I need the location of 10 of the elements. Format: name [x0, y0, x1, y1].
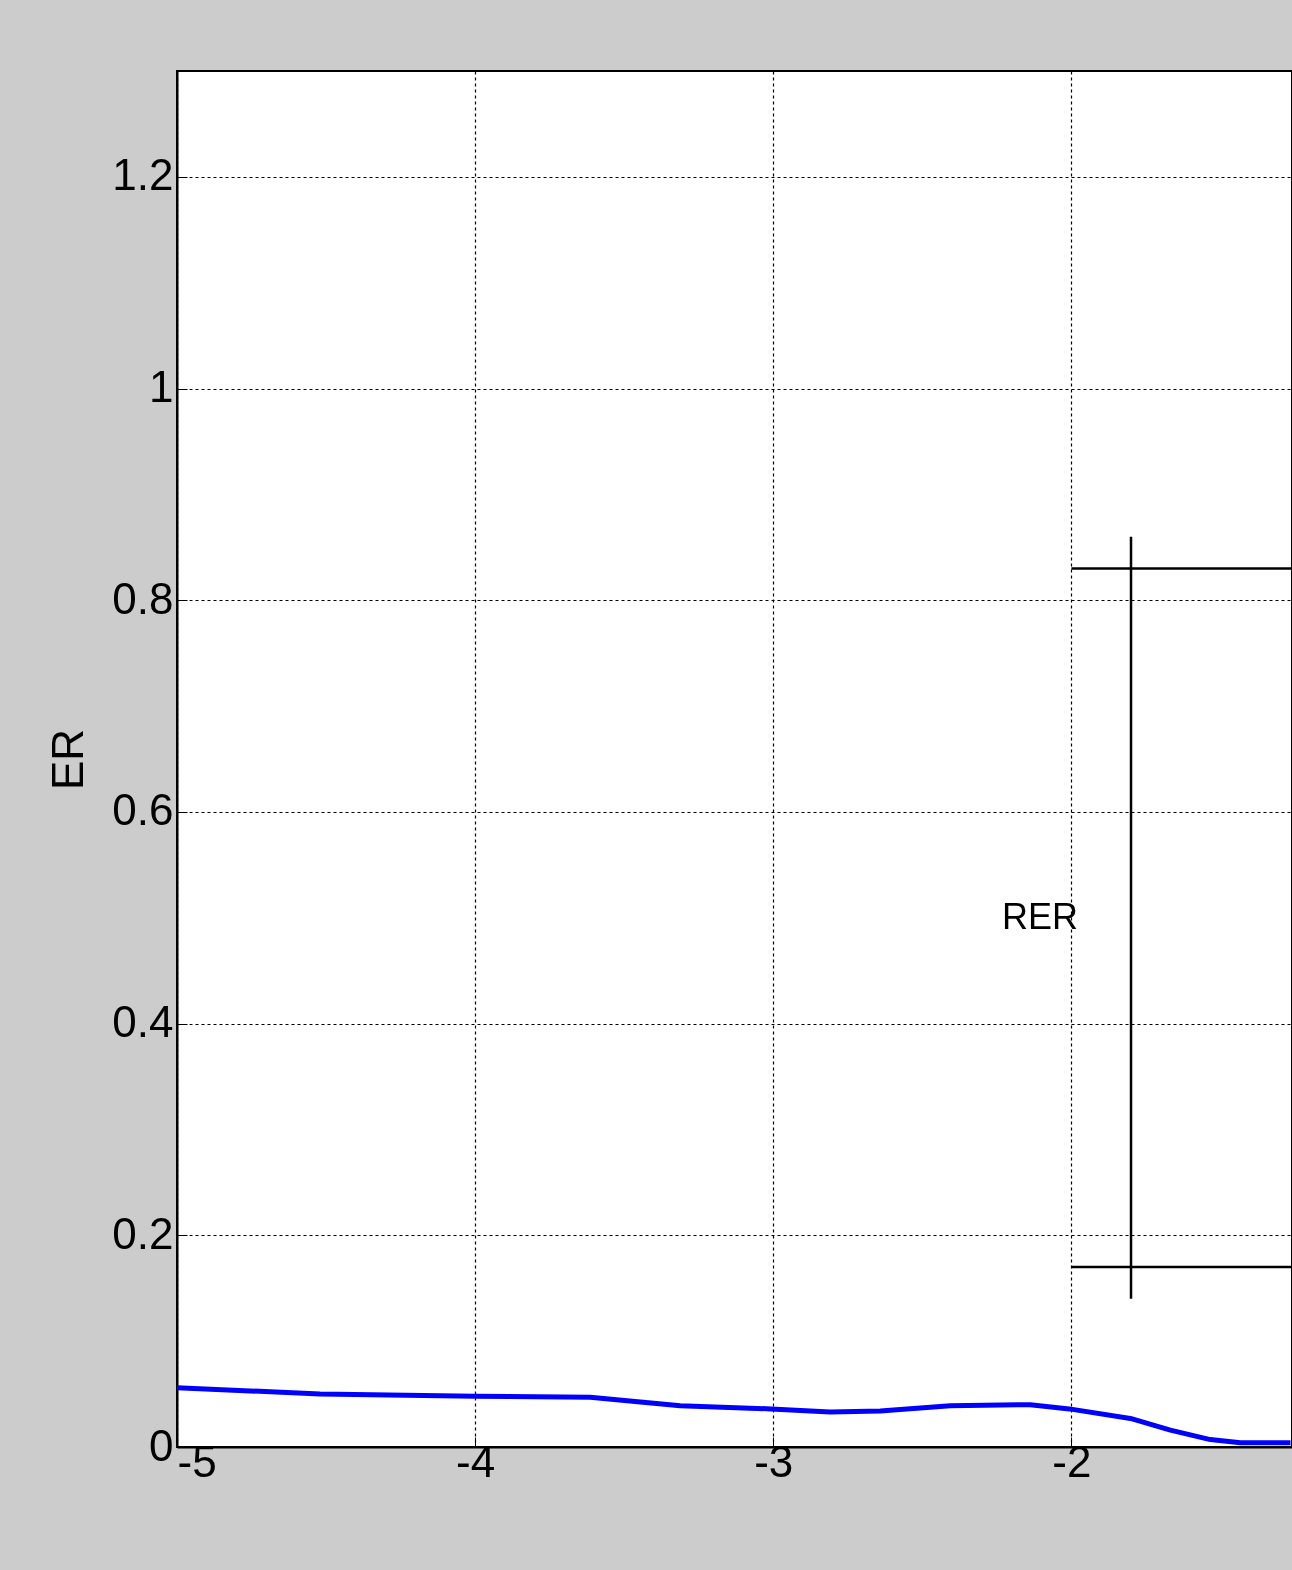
y-axis-title: ER	[43, 728, 93, 791]
y-tick-label: 0.6	[112, 785, 174, 835]
y-tick-label: 0.4	[112, 997, 174, 1047]
y-tick-label: 0	[149, 1420, 174, 1470]
y-tick-label: 0.2	[112, 1208, 174, 1258]
annotation: RER	[1001, 896, 1079, 937]
x-tick-label: -4	[456, 1436, 496, 1486]
y-tick-label: 1.2	[112, 150, 174, 200]
y-tick-label: 0.8	[112, 573, 174, 623]
y-tick-label: 1	[149, 362, 174, 412]
